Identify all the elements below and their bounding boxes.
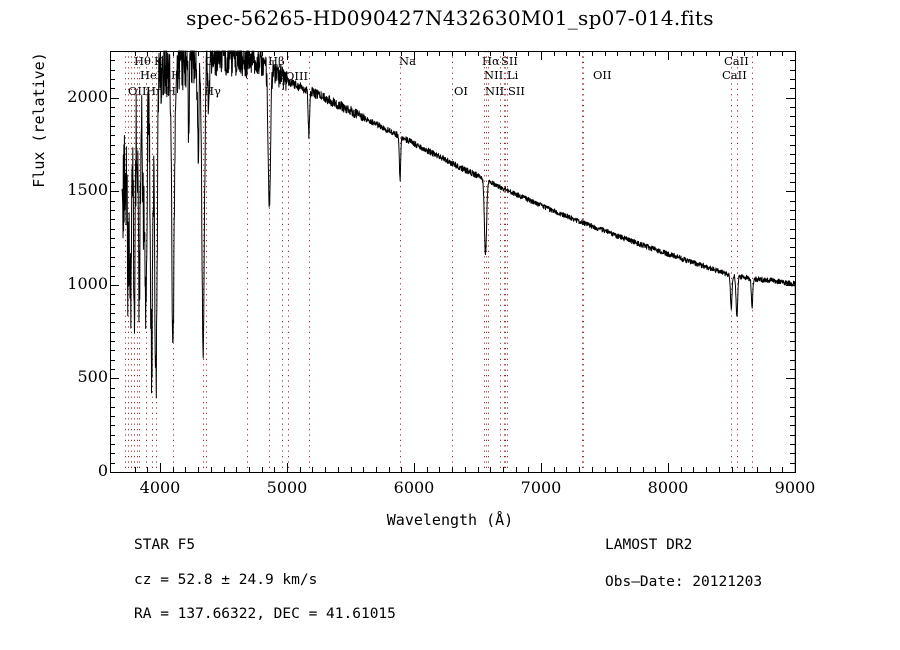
- spectral-line-label: Hα: [482, 54, 500, 68]
- spectral-line-label: OII: [593, 68, 612, 82]
- spectral-line-label: SII: [501, 54, 518, 68]
- spectral-line-label: Hη: [146, 84, 163, 98]
- x-tick-label: 5000: [266, 478, 308, 497]
- y-tick-label: 0: [97, 461, 108, 480]
- spectral-line-label: Hγ: [204, 84, 221, 98]
- x-tick-label: 8000: [647, 478, 689, 497]
- spectral-line-label: Hθ: [134, 54, 151, 68]
- spectral-line-label: K: [154, 54, 163, 68]
- y-tick-label: 500: [77, 367, 108, 387]
- spectral-line-label: CaII: [724, 54, 749, 68]
- spectral-line-label: NII: [485, 84, 505, 98]
- marker-lines-group: [125, 51, 753, 472]
- spectral-line-label: Na: [399, 54, 416, 68]
- x-tick-label: 6000: [393, 478, 435, 497]
- y-tick-label: 1500: [67, 180, 108, 200]
- spectral-line-label: H: [166, 84, 177, 98]
- spectral-line-label: Hβ: [268, 54, 285, 68]
- spectral-line-label: Li: [507, 68, 519, 82]
- spectrum-trace: [121, 50, 796, 399]
- spectral-line-label: SII: [508, 84, 525, 98]
- spectral-line-label: OIII: [285, 69, 309, 83]
- axis-frame-group: [110, 51, 796, 473]
- y-tick-label: 2000: [67, 86, 108, 106]
- page-title: spec-56265-HD090427N432630M01_sp07-014.f…: [186, 6, 714, 30]
- footer-object-class: STAR F5: [134, 537, 196, 553]
- footer-survey: LAMOST DR2: [605, 537, 693, 553]
- x-tick-label: 4000: [139, 478, 181, 497]
- spectral-line-label: HeI: [140, 68, 162, 82]
- spectral-line-label: NII: [484, 68, 504, 82]
- x-axis-label: Wavelength (Å): [386, 511, 514, 529]
- spectral-line-label: OII: [128, 84, 147, 98]
- footer-obsdate: Obs–Date: 20121203: [605, 574, 763, 590]
- spectral-line-label: OI: [454, 84, 468, 98]
- y-tick-label: 1000: [67, 273, 108, 293]
- x-tick-label: 9000: [774, 478, 816, 497]
- x-tick-label: 7000: [520, 478, 562, 497]
- footer-cz: cz = 52.8 ± 24.9 km/s: [134, 572, 318, 588]
- spectral-line-label: G: [205, 54, 215, 68]
- footer-coords: RA = 137.66322, DEC = 41.61015: [134, 606, 396, 622]
- spectral-line-label: CaII: [722, 68, 747, 82]
